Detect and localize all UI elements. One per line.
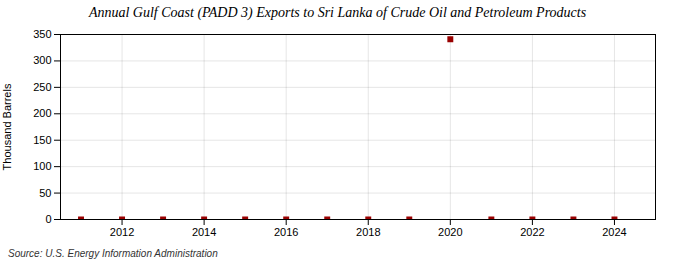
svg-text:2012: 2012 bbox=[110, 226, 134, 238]
html-text:Source: U.S. Energy Informatio: Source: U.S. Energy Information Administ… bbox=[8, 248, 218, 259]
svg-text:200: 200 bbox=[33, 107, 51, 119]
svg-text:2014: 2014 bbox=[192, 226, 216, 238]
svg-text:2018: 2018 bbox=[356, 226, 380, 238]
svg-text:0: 0 bbox=[45, 213, 51, 225]
svg-text:300: 300 bbox=[33, 54, 51, 66]
html-text:Annual Gulf Coast (PADD 3) Exp: Annual Gulf Coast (PADD 3) Exports to Sr… bbox=[88, 5, 587, 20]
svg-text:2020: 2020 bbox=[438, 226, 462, 238]
svg-text:2022: 2022 bbox=[520, 226, 544, 238]
svg-text:150: 150 bbox=[33, 134, 51, 146]
svg-text:2016: 2016 bbox=[274, 226, 298, 238]
svg-text:50: 50 bbox=[39, 187, 51, 199]
svg-text:350: 350 bbox=[33, 28, 51, 40]
svg-text:100: 100 bbox=[33, 160, 51, 172]
svg-text:Thousand Barrels: Thousand Barrels bbox=[1, 83, 13, 170]
svg-text:2024: 2024 bbox=[602, 226, 626, 238]
svg-text:250: 250 bbox=[33, 81, 51, 93]
